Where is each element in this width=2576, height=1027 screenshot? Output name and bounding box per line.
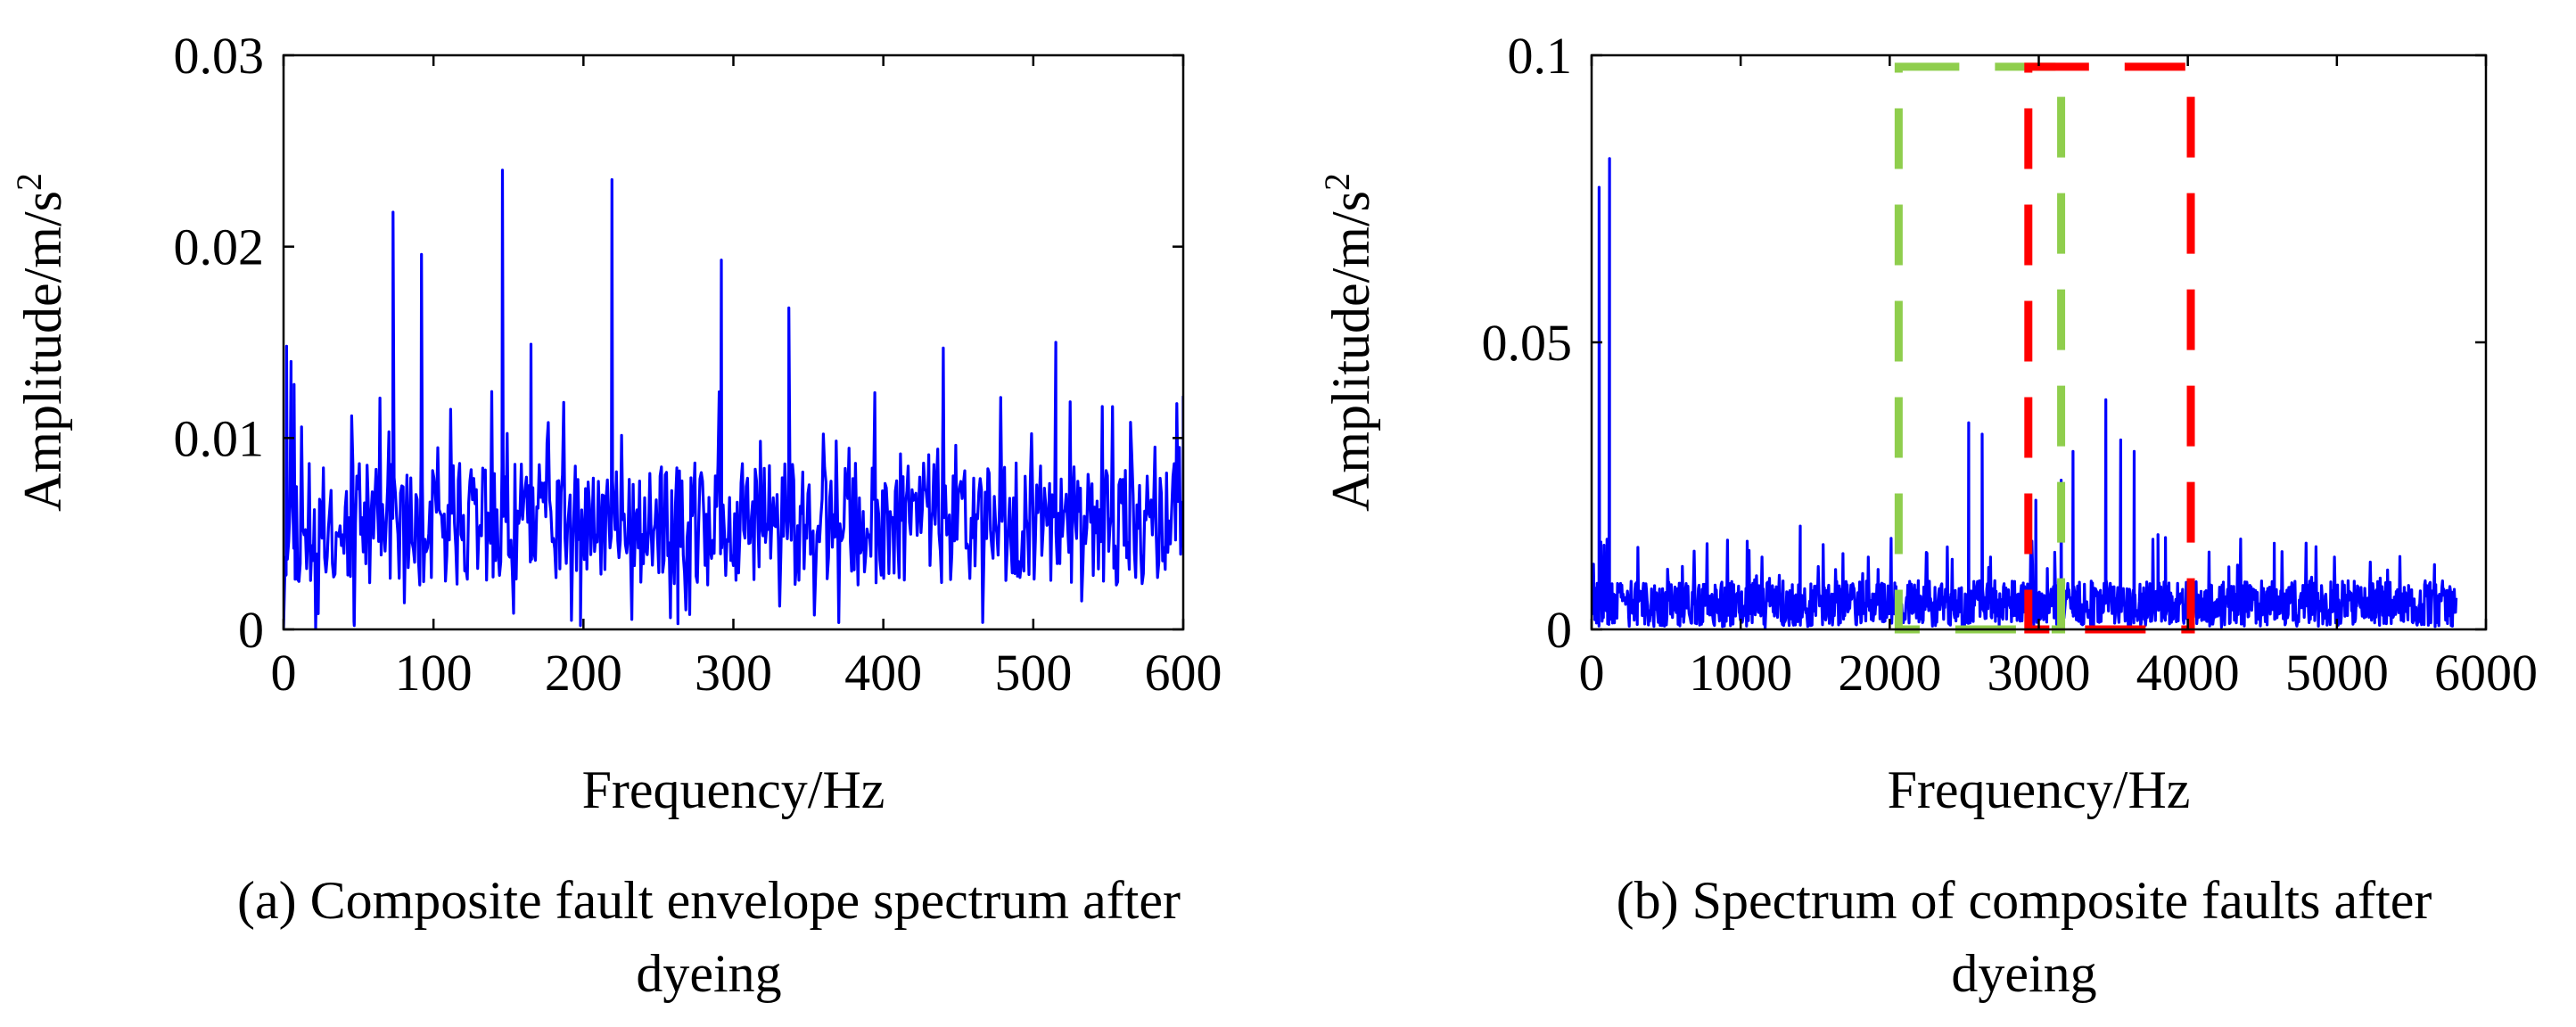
panel-a-series-line: [284, 168, 1183, 629]
panel-a-plot-area: 0 100 200 300 400 500 600 0 0.01 0.02 0.03: [174, 27, 1222, 702]
panel-a-y-tick-label: 0: [238, 601, 264, 659]
panel-b-caption-line-1: (b) Spectrum of composite faults after: [1617, 871, 2432, 930]
panel-b-x-tick-label: 6000: [2434, 644, 2538, 702]
panel-b-y-tick-label: 0.05: [1482, 314, 1573, 372]
panel-a-x-tick-label: 600: [1145, 644, 1222, 702]
panel-b-x-tick-label: 3000: [1988, 644, 2091, 702]
panel-b-y-tick-label: 0: [1546, 601, 1572, 659]
panel-a-x-tick-label: 100: [395, 644, 473, 702]
panel-b-series-line: [1592, 157, 2458, 629]
panel-b-caption-line-2: dyeing: [1951, 944, 2096, 1003]
panel-a-x-tick-label: 500: [994, 644, 1072, 702]
panel-b-x-tick-label: 2000: [1838, 644, 1941, 702]
panel-a-y-axis-label: Amplitude/m/s2: [9, 173, 73, 512]
panel-b-x-tick-label: 5000: [2285, 644, 2389, 702]
panel-b-axes-frame: [1590, 53, 2488, 631]
panel-a-y-axis-label-superscript: 2: [9, 173, 49, 191]
panel-a-x-tick-label: 400: [844, 644, 922, 702]
panel-a-x-tick-label: 200: [545, 644, 622, 702]
panel-b-x-axis-label: Frequency/Hz: [1888, 760, 2191, 819]
panel-b-x-tick-label: 0: [1579, 644, 1605, 702]
panel-a-caption-line-2: dyeing: [636, 944, 781, 1003]
panel-a-y-tick-label: 0.02: [174, 218, 265, 276]
panel-b-y-axis-label-superscript: 2: [1317, 173, 1357, 191]
panel-a-x-axis-label: Frequency/Hz: [582, 760, 885, 819]
panel-a-caption-line-1: (a) Composite fault envelope spectrum af…: [237, 871, 1181, 930]
panel-a-x-tick-label: 0: [271, 644, 297, 702]
panel-a-y-tick-label: 0.03: [174, 27, 265, 85]
panel-a-x-tick-label: 300: [695, 644, 772, 702]
panel-b-x-tick-label: 1000: [1689, 644, 1792, 702]
panel-b-y-axis-label: Amplitude/m/s2: [1317, 173, 1381, 512]
panel-b-plot-area: 0 1000 2000 3000 4000 5000 6000 0 0.05 0.1: [1482, 27, 2539, 702]
panel-a-y-axis-label-main: Amplitude/m/s: [13, 191, 72, 512]
panel-a: 0 100 200 300 400 500 600 0 0.01 0.02 0.03 Frequen…: [9, 27, 1222, 1003]
panel-b: 0 1000 2000 3000 4000 5000 6000 0 0.05 0.1 Freque…: [1317, 27, 2539, 1003]
panel-a-y-tick-label: 0.01: [174, 409, 265, 467]
panel-b-y-axis-label-main: Amplitude/m/s: [1321, 191, 1380, 512]
panel-b-x-tick-label: 4000: [2136, 644, 2240, 702]
panel-b-y-tick-label: 0.1: [1508, 27, 1573, 85]
